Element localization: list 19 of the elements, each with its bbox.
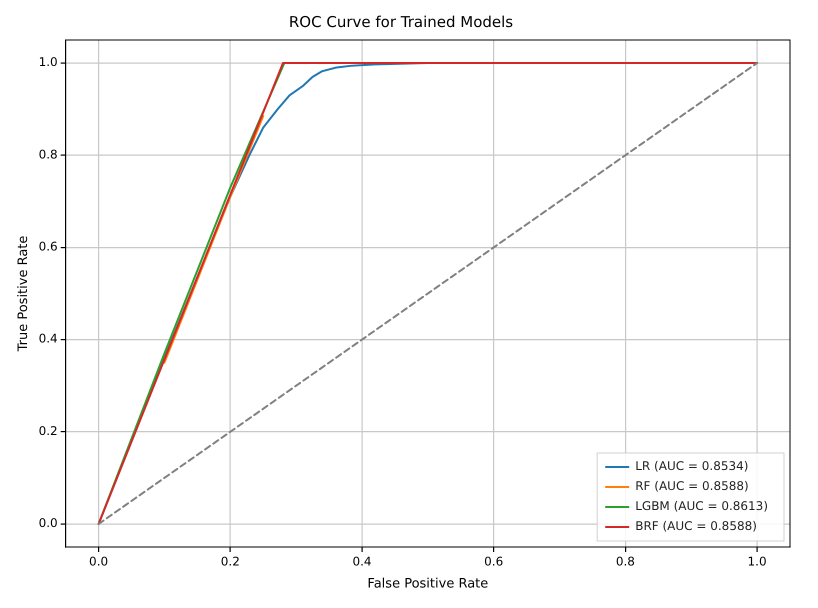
y-tick-label: 0.4: [38, 332, 58, 346]
legend-label: RF (AUC = 0.8588): [635, 479, 749, 494]
x-axis-title: False Positive Rate: [367, 576, 488, 592]
y-tick-label: 0.6: [38, 240, 58, 254]
chart-title: ROC Curve for Trained Models: [288, 12, 514, 31]
x-tick-label: 0.4: [352, 554, 372, 568]
y-tick-label: 0.0: [38, 516, 58, 530]
legend-label: BRF (AUC = 0.8588): [635, 519, 757, 534]
legend-label: LGBM (AUC = 0.8613): [635, 499, 768, 514]
x-tick-label: 0.8: [616, 554, 635, 568]
y-tick-label: 0.8: [38, 147, 58, 162]
x-tick-label: 0.0: [89, 554, 108, 568]
legend-label: LR (AUC = 0.8534): [635, 459, 748, 474]
x-tick-label: 1.0: [748, 554, 767, 568]
y-tick-label: 1.0: [38, 55, 58, 70]
x-tick-label: 0.2: [220, 554, 240, 568]
x-tick-label: 0.6: [484, 554, 504, 568]
y-axis-title: True Positive Rate: [16, 236, 32, 352]
y-tick-label: 0.2: [38, 424, 58, 438]
